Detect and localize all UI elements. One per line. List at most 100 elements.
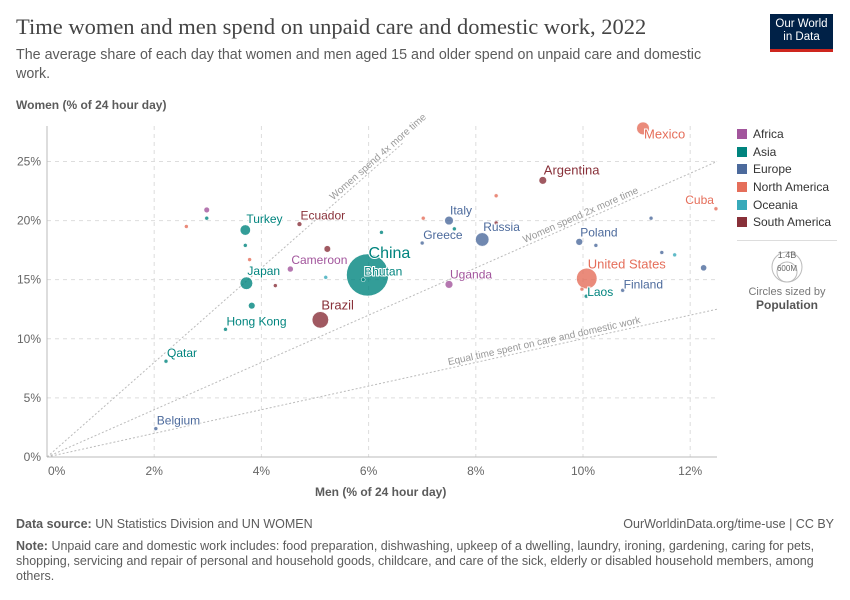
data-label: Laos: [587, 285, 613, 299]
x-tick-label: 0%: [48, 464, 66, 478]
data-point: [421, 215, 426, 221]
data-label: Italy: [450, 203, 472, 217]
data-label: Uganda: [450, 268, 492, 282]
source-label: Data source:: [16, 517, 92, 531]
x-tick-label: 2%: [146, 464, 164, 478]
chart-title: Time women and men spend on unpaid care …: [16, 14, 647, 39]
legend-item-africa[interactable]: Africa: [737, 125, 831, 143]
data-point: [713, 206, 719, 211]
y-tick-label: 25%: [17, 154, 41, 168]
reference-line-label: Women spend 4x more time: [328, 112, 429, 203]
data-point: [360, 277, 366, 282]
data-point: [248, 302, 256, 310]
data-point: [648, 215, 654, 221]
data-label: Argentina: [544, 163, 600, 178]
legend-swatch: [737, 146, 747, 157]
data-point: [153, 426, 159, 431]
y-tick-label: 20%: [17, 214, 41, 228]
data-point: [243, 243, 248, 248]
data-label: Ecuador: [300, 209, 345, 223]
size-legend-variable: Population: [756, 298, 818, 312]
data-point: [419, 240, 425, 246]
data-point: [672, 252, 677, 258]
data-point: [576, 268, 598, 289]
data-point: [239, 224, 251, 236]
data-label: Japan: [247, 264, 280, 278]
data-point: [163, 358, 169, 364]
size-legend: 1.4B 600M Circles sized by Population: [737, 240, 837, 312]
size-legend-value: 1.4B: [778, 250, 797, 260]
data-label: Mexico: [644, 126, 685, 141]
source-url[interactable]: OurWorldinData.org/time-use | CC BY: [623, 517, 834, 531]
legend-label: Europe: [753, 162, 792, 177]
data-point: [493, 220, 499, 226]
legend-item-north-america[interactable]: North America: [737, 178, 831, 196]
owid-logo[interactable]: Our World in Data: [770, 14, 833, 52]
legend-label: North America: [753, 179, 830, 194]
legend-item-south-america[interactable]: South America: [737, 213, 831, 231]
size-legend-caption: Circles sized by: [748, 286, 826, 298]
data-point: [204, 215, 209, 221]
data-point: [346, 253, 389, 297]
y-tick-label: 15%: [17, 273, 41, 287]
data-label: Cuba: [685, 193, 714, 207]
data-point: [636, 121, 650, 135]
reference-line: [46, 142, 404, 458]
y-tick-label: 10%: [17, 332, 41, 346]
chart-note: Note: Unpaid care and domestic work incl…: [16, 539, 816, 584]
legend-swatch: [737, 181, 747, 192]
data-point: [311, 311, 329, 329]
legend-label: Oceania: [753, 197, 798, 212]
data-point: [323, 275, 328, 280]
legend-item-oceania[interactable]: Oceania: [737, 196, 831, 214]
data-point: [452, 226, 457, 232]
data-point: [239, 276, 253, 290]
data-point: [203, 206, 210, 213]
data-point: [184, 224, 189, 229]
y-axis-label: Women (% of 24 hour day): [16, 98, 167, 112]
data-point: [296, 221, 303, 227]
y-tick-label: 5%: [24, 391, 42, 405]
data-label: United States: [588, 256, 667, 271]
data-point: [659, 250, 665, 255]
legend-item-asia[interactable]: Asia: [737, 143, 831, 161]
legend-swatch: [737, 164, 747, 175]
legend-item-europe[interactable]: Europe: [737, 160, 831, 178]
data-point: [223, 327, 228, 332]
data-point: [579, 286, 585, 292]
data-point: [323, 245, 331, 253]
data-point: [287, 265, 294, 273]
source-text: UN Statistics Division and UN WOMEN: [95, 517, 313, 531]
note-label: Note:: [16, 539, 48, 553]
data-label: Finland: [624, 277, 663, 291]
data-point: [583, 293, 589, 299]
data-label: Bhutan: [364, 265, 402, 279]
region-legend: Africa Asia Europe North America Oceania…: [737, 125, 831, 231]
data-point: [273, 283, 278, 288]
data-label: Hong Kong: [226, 314, 286, 328]
x-tick-label: 12%: [678, 464, 702, 478]
data-point: [247, 257, 252, 262]
x-tick-label: 6%: [360, 464, 378, 478]
data-point: [538, 176, 547, 185]
data-label: Greece: [423, 228, 463, 242]
legend-swatch: [737, 199, 747, 210]
reference-line-label: Equal time spent on care and domestic wo…: [447, 315, 642, 368]
data-label: Cameroon: [291, 253, 347, 267]
legend-label: Asia: [753, 144, 777, 159]
legend-swatch: [737, 128, 747, 139]
data-point: [444, 280, 454, 289]
data-label: Qatar: [167, 346, 197, 360]
x-tick-label: 8%: [467, 464, 485, 478]
size-legend-value: 600M: [777, 264, 797, 273]
data-point: [575, 238, 583, 246]
chart-subtitle: The average share of each day that women…: [16, 47, 702, 82]
note-text: Unpaid care and domestic work includes: …: [16, 539, 815, 583]
data-label: Poland: [580, 225, 617, 239]
x-tick-label: 4%: [253, 464, 271, 478]
x-tick-label: 10%: [571, 464, 595, 478]
data-label: China: [369, 245, 411, 262]
data-point: [700, 264, 707, 272]
size-legend-circles: 1.4B 600M: [771, 250, 803, 283]
data-label: Russia: [483, 220, 520, 234]
